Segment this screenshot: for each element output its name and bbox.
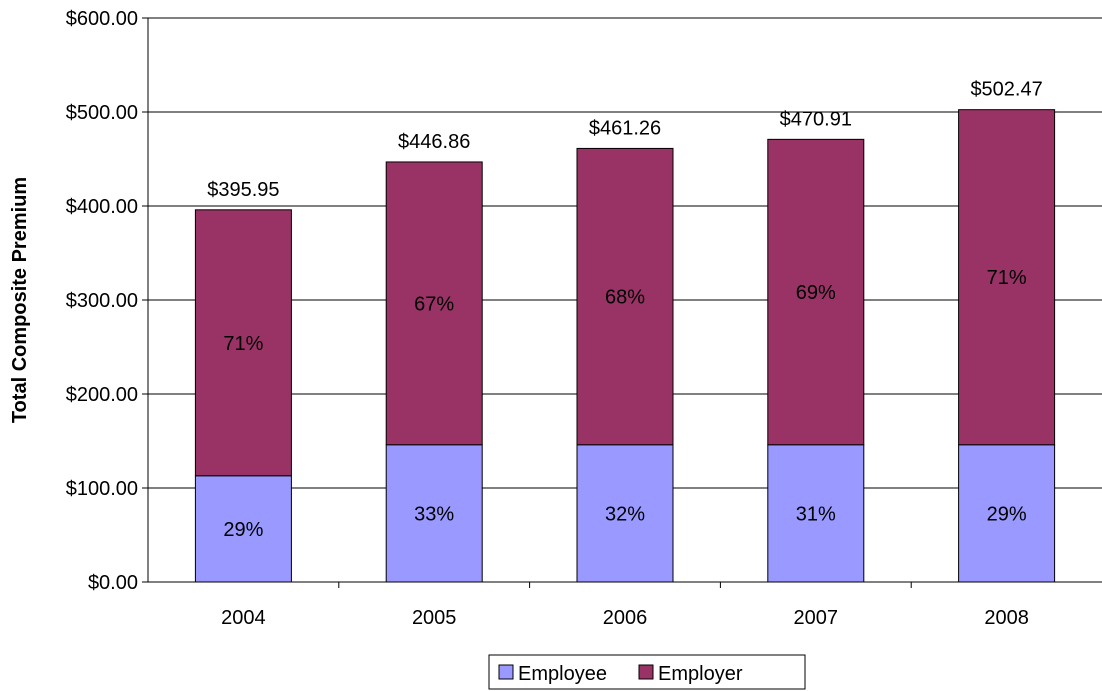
bar-employee-2007 xyxy=(767,444,865,583)
x-tick-label: 2005 xyxy=(412,607,457,629)
legend: Employee Employer xyxy=(488,654,806,690)
total-label: $502.47 xyxy=(970,79,1042,101)
y-tick-label: $300.00 xyxy=(66,290,138,312)
data-labels: 29% 71% $395.95 33% 67% $446.86 32% 68% $461.26 3… xyxy=(207,79,1042,541)
segment-label: 67% xyxy=(414,293,454,315)
segment-label: 29% xyxy=(987,503,1027,525)
x-tick-label: 2006 xyxy=(603,607,648,629)
y-tick-label: $500.00 xyxy=(66,102,138,124)
y-tick-label: $0.00 xyxy=(88,572,138,594)
segment-label: 68% xyxy=(605,287,645,309)
y-tick-label: $100.00 xyxy=(66,478,138,500)
legend-label: Employee xyxy=(518,663,607,685)
bars xyxy=(194,109,1056,583)
total-label: $461.26 xyxy=(589,117,661,139)
y-tick-label: $600.00 xyxy=(66,8,138,30)
segment-label: 33% xyxy=(414,503,454,525)
segment-label: 29% xyxy=(223,519,263,541)
legend-label: Employer xyxy=(658,663,743,685)
bar-employer-2005 xyxy=(385,161,483,446)
segment-label: 71% xyxy=(987,267,1027,289)
total-label: $470.91 xyxy=(780,108,852,130)
segment-label: 32% xyxy=(605,503,645,525)
segment-label: 31% xyxy=(796,503,836,525)
axes: $0.00 $100.00 $200.00 $300.00 $400.00 $500.00… xyxy=(66,8,1102,629)
x-tick-label: 2004 xyxy=(221,607,266,629)
segment-label: 69% xyxy=(796,282,836,304)
legend-swatch xyxy=(638,664,654,680)
x-tick-label: 2008 xyxy=(984,607,1029,629)
legend-swatch xyxy=(498,664,514,680)
bar-employer-2007 xyxy=(767,138,865,446)
segment-label: 71% xyxy=(223,333,263,355)
bar-employer-2006 xyxy=(576,147,674,446)
x-tick-label: 2007 xyxy=(794,607,839,629)
bar-employee-2006 xyxy=(576,444,674,583)
y-tick-label: $400.00 xyxy=(66,196,138,218)
total-label: $395.95 xyxy=(207,179,279,201)
bar-employee-2005 xyxy=(385,444,483,583)
y-axis-title: Total Composite Premium xyxy=(9,177,31,423)
total-label: $446.86 xyxy=(398,131,470,153)
bar-employer-2004 xyxy=(194,209,292,477)
y-tick-label: $200.00 xyxy=(66,384,138,406)
bar-employer-2008 xyxy=(958,109,1056,446)
